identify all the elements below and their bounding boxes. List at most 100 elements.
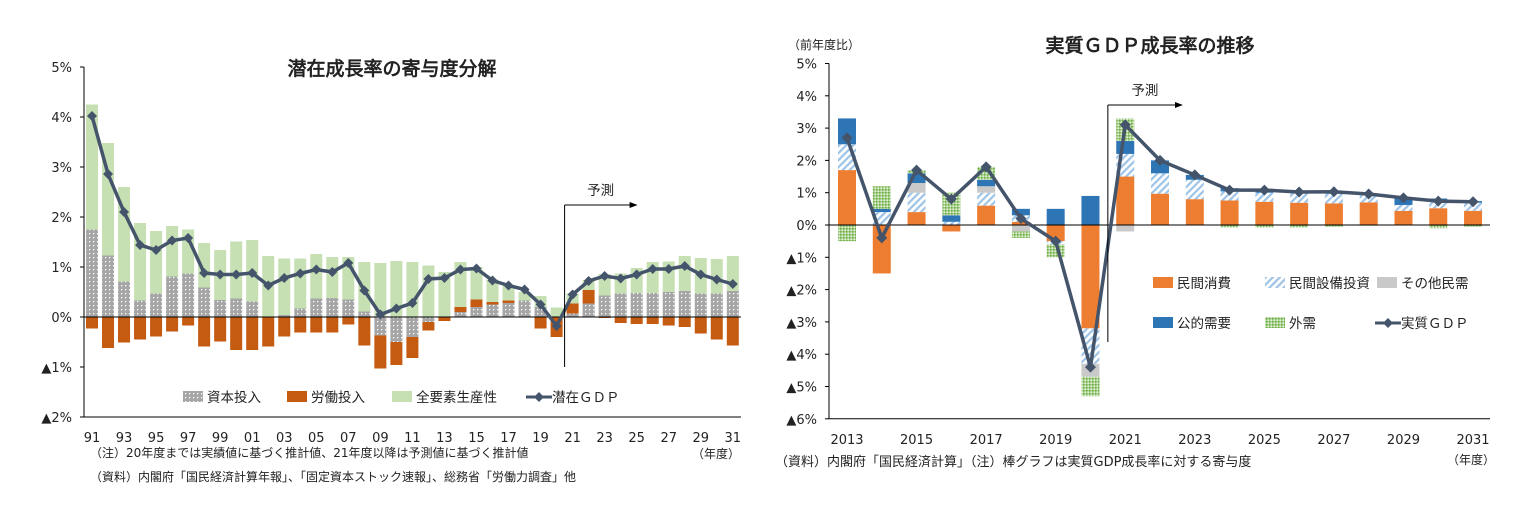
x-axis-unit: （年度） [692,446,740,461]
y-tick-label: 3% [51,161,72,176]
bar-民間設備投資-2025 [1255,192,1274,202]
bar-外需-2027 [1324,225,1343,227]
point-潜在ＧＤＰ-25 [631,269,642,280]
bar-労働投入-96 [166,317,179,332]
bar-労働投入-05 [310,317,323,333]
y-tick-label: 1% [796,187,817,202]
point-実質ＧＤＰ-2018 [1015,213,1027,225]
x-tick-label: 25 [628,431,645,446]
bar-労働投入-10 [390,342,403,365]
x-tick-label: 93 [116,431,133,446]
bar-労働投入-02 [262,317,275,347]
bar-労働投入-12 [422,322,435,331]
point-潜在ＧＤＰ-18 [519,284,530,295]
bar-外需-2014 [872,186,891,209]
bar-労働投入-17 [502,300,515,303]
bar-全要素生産性-95 [150,231,163,294]
chart-title: 潜在成長率の寄与度分解 [287,57,496,80]
bar-公的需要-2019 [1046,208,1065,225]
point-潜在ＧＤＰ-10 [391,303,402,314]
bar-資本投入-98 [198,287,211,317]
point-潜在ＧＤＰ-11 [407,298,418,308]
y-tick-label: ▲1% [41,361,72,376]
y-tick-label: ▲4% [786,348,817,363]
x-tick-label: 91 [84,431,101,446]
bar-民間消費-2023 [1185,199,1204,225]
x-tick-label: 2027 [1317,433,1350,448]
bar-全要素生産性-12 [422,265,435,317]
bar-労働投入-27 [662,317,675,326]
point-実質ＧＤＰ-2020 [1084,361,1096,373]
bar-全要素生産性-96 [166,226,179,277]
point-潜在ＧＤＰ-22 [583,276,594,286]
x-tick-label: 23 [596,431,613,446]
legend-label: 民間消費 [1177,276,1231,292]
bar-労働投入-19 [534,317,547,329]
bar-資本投入-15 [470,307,483,317]
y-tick-label: 4% [796,90,817,105]
bar-全要素生産性-92 [102,143,115,256]
point-潜在ＧＤＰ-14 [455,264,466,275]
x-tick-label: 15 [468,431,485,446]
bar-公的需要-2017 [977,179,996,187]
point-潜在ＧＤＰ-28 [679,261,690,271]
x-tick-label: 2013 [830,433,863,448]
bar-民間消費-2026 [1290,202,1309,225]
bar-資本投入-03 [278,315,291,317]
point-潜在ＧＤＰ-07 [343,258,354,268]
point-潜在ＧＤＰ-23 [599,271,610,281]
x-tick-label: 99 [212,431,229,446]
point-実質ＧＤＰ-2026 [1293,186,1305,198]
bar-労働投入-21 [566,303,579,314]
bar-労働投入-13 [438,317,451,321]
bar-民間設備投資-2026 [1290,193,1309,203]
point-潜在ＧＤＰ-19 [535,299,546,310]
bar-公的需要-2014 [872,208,891,213]
bar-外需-2020 [1081,376,1100,397]
bar-労働投入-98 [198,317,211,347]
x-tick-label: 27 [660,431,677,446]
bar-全要素生産性-23 [598,274,611,296]
bar-資本投入-00 [230,298,243,317]
bar-資本投入-94 [134,300,147,317]
point-潜在ＧＤＰ-97 [183,233,194,243]
x-axis-unit: （年度） [1447,452,1495,467]
bar-労働投入-93 [118,317,131,343]
y-tick-label: 1% [51,261,72,276]
bar-労働投入-25 [630,317,643,324]
point-潜在ＧＤＰ-24 [615,273,626,284]
legend-marker-潜在ＧＤＰ [534,392,544,402]
point-潜在ＧＤＰ-13 [439,273,450,283]
bar-民間消費-2030 [1429,208,1448,225]
point-潜在ＧＤＰ-08 [359,285,370,296]
bar-資本投入-06 [326,298,339,317]
bar-労働投入-92 [102,317,115,348]
legend-label: その他民需 [1401,276,1469,292]
bar-全要素生産性-03 [278,258,291,315]
potential-growth-chart: 潜在成長率の寄与度分解 5% 4% 3% 2% 1% 0% ▲1% ▲2% 91 93 95 97 99 0… [41,57,741,461]
bar-労働投入-95 [150,317,163,337]
bar-全要素生産性-05 [310,254,323,299]
x-tick-label: 17 [500,431,517,446]
y-tick-label: ▲5% [786,381,817,396]
legend-swatch-その他民需 [1377,277,1397,288]
point-実質ＧＤＰ-2022 [1154,154,1166,166]
point-潜在ＧＤＰ-99 [215,269,226,280]
point-実質ＧＤＰ-2024 [1224,184,1236,196]
bar-民間消費-2020 [1081,225,1100,329]
point-潜在ＧＤＰ-02 [263,280,274,291]
y-tick-label: ▲2% [786,284,817,299]
bar-外需-2030 [1429,225,1448,229]
legend-swatch-民間設備投資 [1265,277,1285,288]
bar-労働投入-31 [726,317,739,346]
point-潜在ＧＤＰ-95 [151,245,162,255]
legend-swatch-民間消費 [1153,277,1173,288]
bar-民間設備投資-2029 [1394,204,1413,211]
x-tick-label: 21 [564,431,581,446]
bar-公的需要-2016 [942,215,961,222]
legend-label: 外需 [1289,316,1316,332]
y-tick-label: ▲6% [786,413,817,428]
bar-労働投入-30 [710,317,723,340]
point-潜在ＧＤＰ-30 [711,274,722,285]
bar-全要素生産性-17 [502,285,515,301]
